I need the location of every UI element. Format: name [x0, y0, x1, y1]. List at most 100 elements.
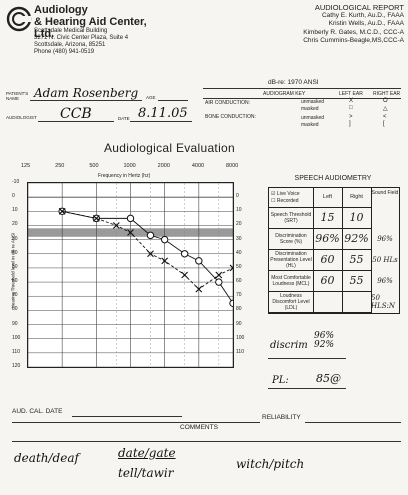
handwritten-word: date/gate: [118, 446, 176, 460]
speech-row-label: Most Comfortable Loudness (MCL): [269, 270, 314, 292]
clinic-name-line1: Audiology: [34, 4, 88, 16]
left-ear-point: [92, 214, 100, 222]
y-right-tick-label: 60: [236, 278, 242, 285]
speech-right-value: 55: [342, 249, 372, 271]
speech-row-label: Discrimination Presentation Level (HL): [269, 249, 314, 271]
y-tick-label: 90: [12, 320, 18, 327]
left-ear-point: [112, 222, 120, 229]
discrim-note-label: discrim: [270, 340, 308, 351]
ansi-standard: dB-re: 1970 ANSI: [268, 79, 319, 86]
key-symbol: [: [383, 121, 385, 127]
y-tick-label: 80: [12, 306, 18, 313]
y-tick-label: 20: [12, 221, 18, 228]
key-symbol: <: [383, 114, 387, 120]
key-symbol: X: [349, 98, 354, 104]
staff-name: Kristin Wells, Au.D., FAAA: [328, 20, 404, 28]
key-right-ear: RIGHT EAR: [373, 91, 401, 97]
col-sound-header: Sound Field: [371, 190, 399, 196]
pl-line: [268, 388, 346, 389]
reliability-label: RELIABILITY: [262, 414, 301, 421]
y-right-tick-label: 30: [236, 235, 242, 242]
date-label: DATE: [118, 116, 130, 121]
key-symbol: >: [349, 114, 353, 120]
age-label: AGE: [146, 95, 156, 100]
x-axis-label: Frequency in Hertz (hz): [98, 173, 151, 179]
audiologist-value: CCB: [60, 106, 92, 122]
speech-right-value: [342, 291, 372, 313]
y-tick-label: 70: [12, 292, 18, 299]
y-tick-label: 60: [12, 278, 18, 285]
y-right-tick-label: 0: [236, 193, 239, 200]
x-tick-label: 500: [89, 163, 99, 169]
speech-sound-value: 96%: [377, 276, 393, 285]
y-right-tick-label: 110: [236, 348, 244, 355]
air-conduction-label: AIR CONDUCTION:: [205, 100, 250, 106]
discrim-note-value: 96% 92%: [314, 331, 335, 350]
right-ear-point: [215, 278, 223, 286]
speech-right-value: 92%: [342, 228, 372, 250]
key-header-label: AUDIOGRAM KEY: [263, 91, 306, 97]
speech-row-label: Discrimination Score (%): [269, 228, 314, 250]
right-ear-point: [146, 231, 155, 240]
aud-cal-label: AUD. CAL. DATE: [12, 408, 63, 415]
speech-left-value: 15: [313, 207, 343, 229]
date-line: [130, 121, 192, 122]
x-tick-label: 1000: [123, 163, 136, 169]
key-row-label: unmasked: [301, 115, 325, 121]
speech-table: ☑ Live Voice ☐ Recorded Left Right Sound…: [268, 187, 400, 314]
key-header: AUDIOGRAM KEY LEFT EAR RIGHT EAR: [203, 88, 401, 99]
key-row-label: masked: [301, 106, 319, 112]
live-voice-option[interactable]: ☑ Live Voice: [271, 191, 300, 197]
speech-row-label: Speech Threshold (SRT): [269, 207, 314, 229]
y-right-tick-label: 50: [236, 263, 242, 270]
recorded-option[interactable]: ☐ Recorded: [271, 198, 299, 204]
right-ear-point: [180, 250, 189, 258]
left-ear-point: [215, 271, 223, 279]
left-ear-point: [195, 285, 203, 293]
key-left-ear: LEFT EAR: [339, 91, 363, 97]
report-header: AUDIOLOGICAL REPORT Cathy E. Kurth, Au.D…: [258, 3, 404, 45]
live-voice-label: Live Voice: [276, 191, 300, 197]
date-value: 8.11.05: [138, 106, 188, 121]
handwritten-word: tell/tawir: [118, 466, 174, 480]
y-right-tick-label: 80: [236, 306, 242, 313]
x-tick-label: 250: [55, 163, 65, 169]
left-ear-point: [161, 257, 169, 265]
clinic-logo-icon: [6, 6, 32, 32]
speech-sound-value: 96%: [377, 234, 393, 243]
staff-name: Kimberly R. Gates, M.C.D., CCC-A: [303, 28, 404, 36]
report-title: AUDIOLOGICAL REPORT: [314, 3, 404, 12]
pl-label: PL:: [272, 375, 289, 386]
address-line: Scottsdale, Arizona, 85251: [34, 42, 106, 48]
speech-sound-value: [371, 207, 399, 228]
clinic-address: Scottsdale Medical Building 3271 N. Civi…: [34, 28, 174, 56]
speech-left-value: [313, 291, 343, 313]
y-right-tick-label: 10: [236, 207, 242, 214]
key-symbol: ]: [349, 121, 351, 127]
right-ear-point: [126, 214, 135, 223]
left-ear-point: [58, 207, 66, 215]
address-line: 3271 N. Civic Center Plaza, Suite 4: [34, 35, 129, 41]
right-ear-point: [195, 257, 203, 265]
reliability-line: [305, 422, 401, 423]
speech-row-label: Loudness Discomfort Level (LDL): [269, 291, 314, 313]
audiogram-chart: [27, 182, 234, 368]
clinic-name-line2: & Hearing Aid Center, Ltd.: [34, 16, 147, 40]
right-ear-line: [62, 210, 233, 304]
y-tick-label: 0: [12, 193, 15, 200]
y-right-tick-label: 40: [236, 249, 242, 256]
x-tick-label: 8000: [226, 163, 239, 169]
patient-name-label: PATIENT'S NAME: [6, 91, 29, 101]
y-tick-label: -10: [12, 179, 20, 185]
key-symbol: △: [383, 106, 388, 112]
speech-left-value: 60: [313, 249, 343, 271]
staff-name: Cathy E. Kurth, Au.D., FAAA: [321, 12, 404, 20]
speech-audiometry-title: SPEECH AUDIOMETRY: [294, 175, 372, 182]
age-line: [158, 100, 188, 101]
bone-conduction-label: BONE CONDUCTION:: [205, 114, 256, 120]
audiologist-line: [38, 121, 114, 122]
right-ear-point: [160, 235, 169, 244]
staff-name: Chris Cummins-Beagle,MS,CCC-A: [303, 36, 404, 44]
comments-line-2: [12, 441, 401, 442]
speech-sound-value: 50 HLS:N: [371, 293, 396, 310]
